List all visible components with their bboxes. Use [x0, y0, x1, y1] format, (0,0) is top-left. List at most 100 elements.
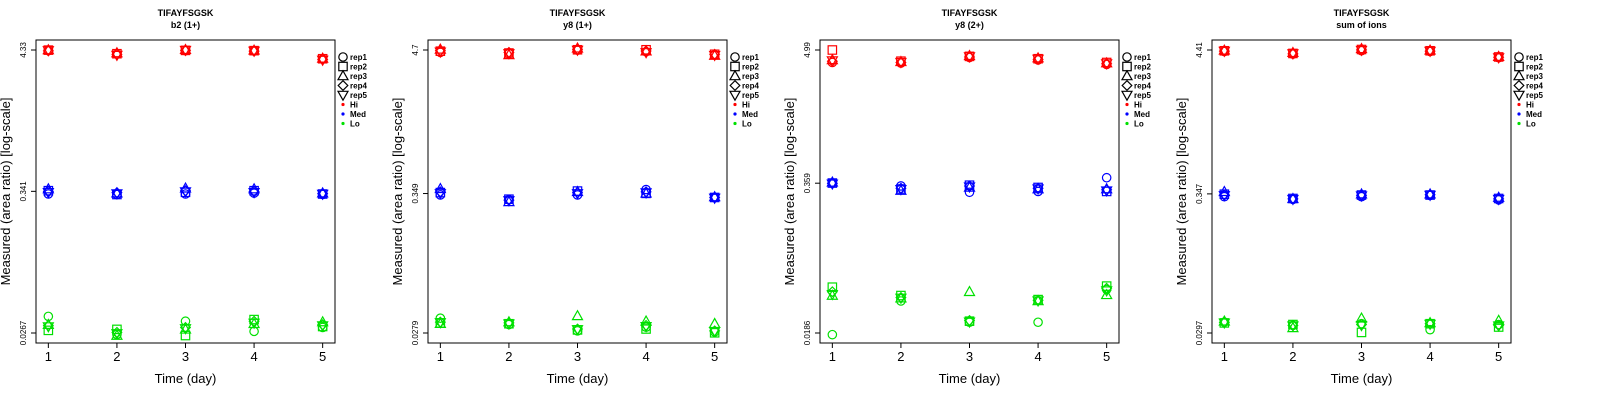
y-axis-label: Measured (area ratio) [log-scale] — [0, 98, 13, 286]
chart-title: TIFAYFSGSK — [1334, 8, 1390, 18]
data-point — [1033, 317, 1043, 328]
data-point — [1218, 46, 1231, 58]
data-point — [110, 329, 123, 340]
data-point — [1218, 191, 1231, 202]
data-point — [827, 329, 838, 340]
data-point — [42, 322, 55, 333]
legend-label: rep3 — [350, 72, 367, 81]
legend-label: rep1 — [350, 53, 367, 62]
data-point — [708, 193, 721, 205]
y-tick-label: 0.0297 — [1195, 320, 1204, 345]
chart-subtitle: b2 (1+) — [171, 20, 200, 30]
data-point — [179, 324, 192, 335]
legend-label: rep3 — [1526, 72, 1543, 81]
y-tick-label: 0.347 — [1195, 183, 1204, 204]
x-tick-label: 3 — [182, 349, 189, 364]
x-tick-label: 3 — [1358, 349, 1365, 364]
chart-title: TIFAYFSGSK — [550, 8, 606, 18]
legend-marker — [1121, 79, 1133, 92]
chart-subtitle: y8 (1+) — [563, 20, 592, 30]
legend-label: Hi — [350, 101, 358, 110]
data-point — [317, 319, 329, 331]
data-point — [894, 55, 907, 67]
data-point — [111, 187, 123, 199]
legend-label: Lo — [742, 120, 752, 129]
data-point — [1032, 184, 1045, 196]
data-point — [43, 325, 54, 336]
x-tick-label: 4 — [642, 349, 649, 364]
legend-label: rep5 — [350, 91, 367, 100]
legend-marker — [1514, 61, 1524, 72]
data-point — [1355, 318, 1368, 331]
data-point — [1218, 185, 1231, 197]
data-point — [1100, 186, 1113, 198]
x-tick-label: 1 — [829, 349, 836, 364]
x-tick-label: 5 — [711, 349, 718, 364]
x-tick-label: 3 — [966, 349, 973, 364]
legend-label: Lo — [1134, 120, 1144, 129]
data-point — [963, 182, 976, 194]
data-point — [316, 186, 329, 198]
data-point — [316, 321, 329, 333]
y-tick-label: 0.359 — [803, 173, 812, 194]
data-point — [571, 309, 584, 321]
data-point — [640, 322, 653, 333]
data-point — [434, 47, 447, 59]
data-point — [179, 187, 192, 198]
data-point — [42, 46, 55, 57]
legend-marker — [1512, 90, 1526, 102]
data-point — [709, 48, 721, 60]
legend-marker — [1120, 90, 1134, 102]
y-axis-label: Measured (area ratio) [log-scale] — [782, 98, 797, 286]
data-point — [894, 293, 907, 305]
legend-marker — [730, 61, 740, 72]
legend-dot — [1125, 121, 1129, 126]
data-point — [640, 45, 652, 57]
data-point — [248, 46, 261, 58]
data-point — [640, 314, 653, 326]
legend-label: rep1 — [1526, 53, 1543, 62]
legend-label: rep4 — [1526, 82, 1543, 91]
legend-label: rep1 — [1134, 53, 1151, 62]
legend-marker — [1513, 79, 1525, 92]
y-tick-label: 0.349 — [411, 183, 420, 204]
data-point — [1101, 172, 1112, 183]
y-tick-label: 4.33 — [19, 42, 28, 58]
data-point — [110, 189, 123, 200]
y-tick-label: 0.0186 — [803, 320, 812, 345]
chart-title: TIFAYFSGSK — [158, 8, 214, 18]
data-point — [1286, 192, 1299, 204]
legend-label: Lo — [1526, 120, 1536, 129]
chart-panel-4: TIFAYFSGSK sum of ions 1 2 3 4 5 Time (day) 0.02… — [1174, 8, 1543, 386]
data-point — [503, 46, 515, 59]
chart-panel-2: TIFAYFSGSK y8 (1+) 1 2 3 4 5 Time (day) 0.0279 0.… — [390, 8, 759, 386]
legend-marker — [728, 90, 742, 102]
data-point — [502, 49, 515, 60]
data-point — [1424, 319, 1437, 331]
data-point — [1492, 194, 1505, 206]
x-tick-label: 3 — [574, 349, 581, 364]
legend-marker — [730, 52, 740, 62]
legend-label: Lo — [350, 120, 360, 129]
chart-subtitle: y8 (2+) — [955, 20, 984, 30]
legend-label: Med — [1526, 110, 1542, 119]
x-tick-label: 2 — [113, 349, 120, 364]
chart-title: TIFAYFSGSK — [942, 8, 998, 18]
x-tick-label: 4 — [1426, 349, 1433, 364]
legend-dot — [1125, 102, 1129, 107]
legend-dot — [1517, 112, 1521, 116]
chart-panel-1: TIFAYFSGSK b2 (1+) 1 2 3 4 5 Time (day) 0.0267 0.… — [0, 8, 367, 386]
data-point — [1492, 50, 1505, 61]
data-point — [434, 44, 446, 57]
x-tick-label: 2 — [1289, 349, 1296, 364]
x-tick-label: 4 — [1034, 349, 1041, 364]
data-point — [1032, 296, 1045, 308]
legend-marker — [1122, 52, 1132, 62]
data-point — [1100, 286, 1113, 298]
legend-dot — [1517, 121, 1521, 126]
legend-dot — [733, 121, 737, 126]
legend-dot — [341, 121, 345, 126]
data-point — [1286, 321, 1299, 333]
data-point — [571, 325, 584, 336]
